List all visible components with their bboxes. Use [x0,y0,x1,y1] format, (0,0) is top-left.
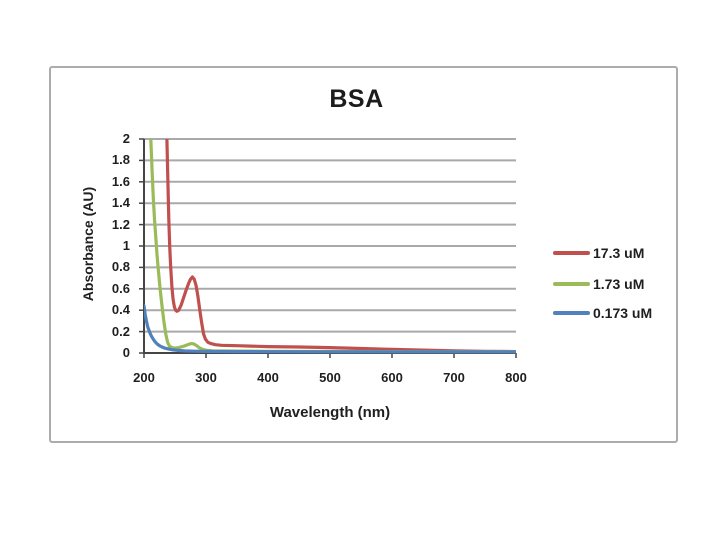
legend-label: 17.3 uM [593,245,645,261]
chart-title: BSA [329,85,384,113]
legend-item-0.173uM: 0.173 uM [553,303,652,323]
legend-swatch-0.173uM [553,311,590,315]
legend-label: 0.173 uM [593,305,653,321]
legend-swatch-17.3uM [553,251,590,255]
y-axis-title-text: Absorbance (AU) [80,186,96,302]
legend-item-17.3uM: 17.3 uM [553,243,644,263]
x-axis-title: Wavelength (nm) [269,404,391,421]
legend-label: 1.73 uM [593,276,645,292]
series-line-17.3-uM [165,139,516,354]
series-line-0.173-uM [144,304,516,354]
legend-item-1.73uM: 1.73 uM [553,274,644,294]
legend-swatch-1.73uM [553,282,590,286]
